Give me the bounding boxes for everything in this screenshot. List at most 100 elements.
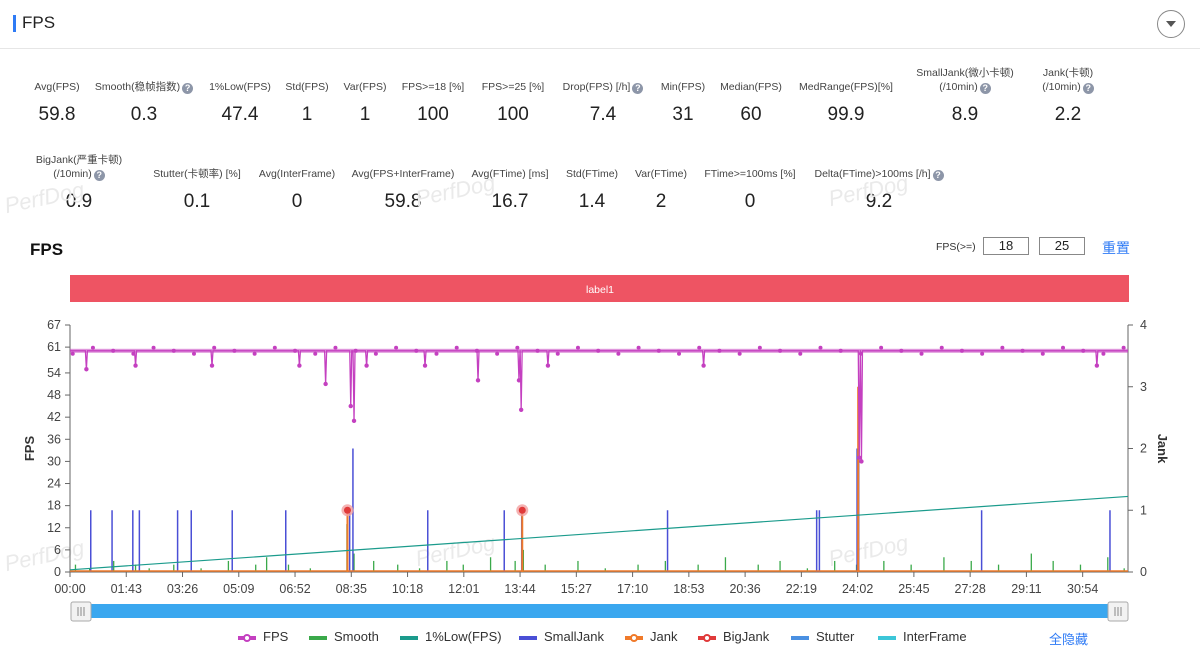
legend-item[interactable]: 1%Low(FPS) — [400, 629, 502, 644]
metric-value: 99.9 — [827, 104, 865, 125]
range-scrollbar[interactable] — [70, 601, 1129, 622]
legend-item[interactable]: SmallJank — [519, 629, 604, 644]
metric-value: 0.3 — [130, 104, 158, 125]
fps-point — [1040, 351, 1045, 356]
fps-point — [434, 351, 439, 356]
fps-point — [899, 348, 904, 353]
metric-label-text: Stutter(卡顿率) [%] — [153, 168, 241, 180]
metric-item: Avg(InterFrame) 0 — [222, 167, 372, 213]
scrollbar-track[interactable] — [72, 604, 1128, 618]
metric-label-unit: (/10min) — [939, 81, 978, 93]
metric-value: 60 — [740, 104, 762, 125]
metric-item: Stutter(卡顿率) [%] 0.1 — [122, 167, 272, 213]
x-tick-label: 00:00 — [54, 582, 85, 596]
fps-point — [348, 403, 353, 409]
metric-label: Std(FPS) — [232, 80, 382, 94]
fps-point — [1061, 345, 1066, 350]
metric-value: 31 — [672, 104, 694, 125]
fps-point — [70, 351, 75, 356]
help-icon[interactable]: ? — [1082, 83, 1094, 94]
caret-down-icon — [1166, 21, 1176, 27]
metric-label: Var(FTime) — [586, 167, 736, 181]
legend-item[interactable]: Jank — [625, 629, 677, 644]
y-tick-label: 0 — [54, 565, 61, 579]
fps-threshold-input-1[interactable]: 18 — [983, 237, 1029, 255]
fps-point — [422, 363, 428, 368]
metric-item: FPS>=18 [%] 100 — [358, 80, 508, 126]
hide-all-link[interactable]: 全隐藏 — [1049, 632, 1089, 647]
chart-title: FPS — [30, 240, 64, 259]
fps-point — [1101, 351, 1106, 356]
legend-item[interactable]: Stutter — [791, 629, 854, 644]
fps-point — [555, 351, 560, 356]
metric-item: Median(FPS) 60 — [676, 80, 826, 126]
metric-label-text: BigJank(严重卡顿) — [35, 154, 123, 166]
fps-threshold-label: FPS(>=) — [936, 241, 976, 253]
metric-item: Min(FPS) 31 — [608, 80, 758, 126]
x-tick-label: 13:44 — [504, 582, 535, 596]
help-icon[interactable]: ? — [93, 170, 105, 181]
y-tick-label: 18 — [47, 499, 61, 513]
metric-value: 59.8 — [38, 104, 76, 125]
metric-value: 0 — [291, 191, 303, 212]
metric-label-text: Drop(FPS) [/h] — [562, 81, 631, 93]
metric-item: Std(FTime) 1.4 — [517, 167, 667, 213]
metric-value: 100 — [497, 104, 529, 125]
help-icon[interactable]: ? — [182, 83, 194, 94]
x-tick-label: 25:45 — [898, 582, 929, 596]
fps-point — [535, 348, 540, 353]
metric-label-text: SmallJank(微小卡顿) — [916, 67, 1014, 79]
label-band-rect — [70, 275, 1129, 302]
legend-item[interactable]: BigJank — [698, 629, 769, 644]
fps-point — [131, 351, 136, 356]
label-band: label1 — [70, 275, 1129, 302]
metric-label: Smooth(稳帧指数)? — [69, 80, 219, 94]
metric-value: 7.4 — [589, 104, 617, 125]
metric-item: 1%Low(FPS) 47.4 — [165, 80, 315, 126]
legend-item[interactable]: FPS — [238, 629, 288, 644]
fps-point — [111, 348, 116, 353]
legend-swatch-icon — [400, 635, 418, 640]
fps-point — [191, 351, 196, 356]
fps-point — [454, 345, 459, 350]
metric-item: Std(FPS) 1 — [232, 80, 382, 126]
y2-tick-label: 2 — [1140, 442, 1147, 456]
help-icon[interactable]: ? — [932, 170, 944, 181]
y2-tick-label: 1 — [1140, 503, 1147, 517]
fps-threshold-input-2[interactable]: 25 — [1039, 237, 1085, 255]
legend-item[interactable]: InterFrame — [878, 629, 967, 644]
metric-value: 8.9 — [951, 104, 979, 125]
y-tick-label: 6 — [54, 543, 61, 557]
fps-point — [516, 378, 522, 383]
fps-point — [495, 351, 500, 356]
fps-point — [133, 363, 138, 368]
collapse-toggle-button[interactable] — [1157, 10, 1185, 38]
metric-item: MedRange(FPS)[%] 99.9 — [771, 80, 921, 126]
fps-point — [171, 348, 176, 353]
y-tick-label: 30 — [47, 454, 61, 468]
help-icon[interactable]: ? — [979, 83, 991, 94]
reset-link[interactable]: 重置 — [1102, 240, 1130, 256]
help-icon[interactable]: ? — [632, 83, 644, 94]
legend-swatch-icon — [309, 635, 327, 640]
header-accent-bar — [13, 15, 16, 32]
y2-tick-label: 0 — [1140, 565, 1147, 579]
metric-item: Avg(FTime) [ms] 16.7 — [435, 167, 585, 213]
metric-label-text: FTime>=100ms [%] — [704, 168, 796, 180]
y-tick-label: 67 — [47, 318, 61, 332]
legend-item[interactable]: Smooth — [309, 629, 379, 644]
scrollbar-grip-right — [1114, 607, 1122, 616]
metric-label-text: Delta(FTime)>100ms [/h] — [814, 168, 931, 180]
metric-label-text: Smooth(稳帧指数) — [94, 81, 181, 93]
fps-point — [838, 348, 843, 353]
legend-swatch-icon — [625, 633, 643, 642]
x-tick-label: 29:11 — [1011, 582, 1041, 596]
y-axis-title: FPS — [22, 436, 37, 462]
metric-label: FPS>=18 [%] — [358, 80, 508, 94]
x-tick-label: 05:09 — [223, 582, 254, 596]
fps-point — [677, 351, 682, 356]
fps-point — [151, 345, 156, 350]
fps-point — [778, 348, 783, 353]
metric-value: 100 — [417, 104, 449, 125]
y-tick-label: 36 — [47, 432, 61, 446]
